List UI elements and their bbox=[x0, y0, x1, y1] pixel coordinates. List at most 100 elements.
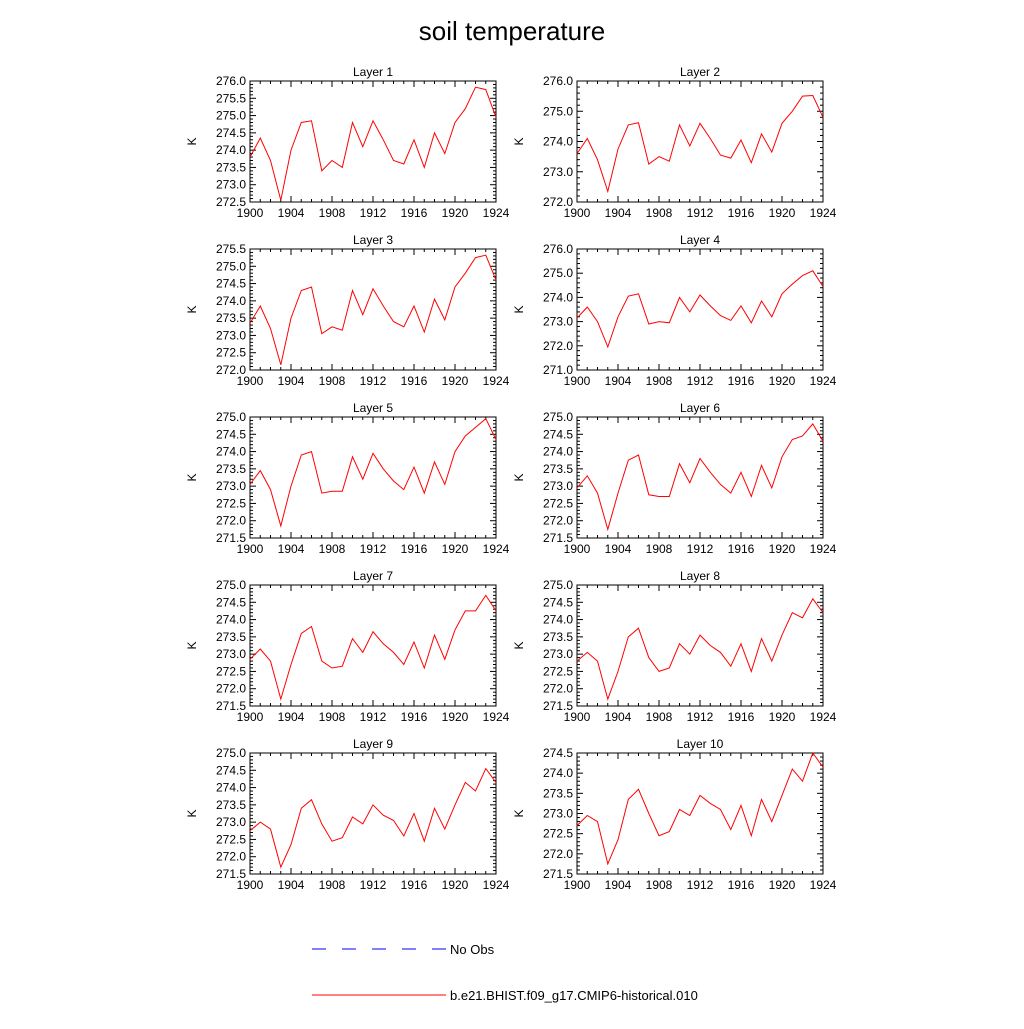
y-tick-label: 272.5 bbox=[543, 664, 573, 678]
y-tick-label: 273.5 bbox=[216, 311, 246, 325]
plot-frame bbox=[249, 584, 497, 707]
x-tick-label: 1904 bbox=[605, 206, 632, 220]
y-tick-label: 272.5 bbox=[216, 496, 246, 510]
y-tick-label: 274.0 bbox=[216, 143, 246, 157]
legend: No Obs b.e21.BHIST.f09_g17.CMIP6-histori… bbox=[312, 942, 698, 1003]
y-tick-label: 275.0 bbox=[216, 259, 246, 273]
y-axis-label: K bbox=[185, 305, 199, 313]
y-tick-label: 274.5 bbox=[543, 746, 573, 760]
plot-frame bbox=[576, 752, 824, 875]
x-tick-label: 1920 bbox=[442, 374, 469, 388]
panel-layer-2: Layer 2 K 1900 1904 1908 1912 1916 1920 1924 272.… bbox=[512, 65, 837, 220]
y-tick-label: 275.0 bbox=[216, 109, 246, 123]
y-tick-label: 273.5 bbox=[216, 798, 246, 812]
x-tick-label: 1920 bbox=[442, 878, 469, 892]
x-tick-label: 1912 bbox=[687, 878, 714, 892]
y-tick-label: 276.0 bbox=[543, 242, 573, 256]
y-tick-label: 271.0 bbox=[543, 363, 573, 377]
series-line bbox=[576, 270, 824, 349]
series-line bbox=[249, 417, 497, 528]
plot-frame bbox=[576, 248, 824, 371]
y-tick-label: 275.0 bbox=[543, 266, 573, 280]
panel-layer-5: Layer 5 K 1900 1904 1908 1912 1916 1920 1924 271.… bbox=[185, 401, 510, 556]
y-tick-label: 274.5 bbox=[216, 277, 246, 291]
x-tick-label: 1908 bbox=[646, 206, 673, 220]
y-axis-label: K bbox=[185, 137, 199, 145]
x-tick-label: 1908 bbox=[646, 878, 673, 892]
x-tick-label: 1900 bbox=[564, 206, 591, 220]
series-line bbox=[576, 751, 824, 866]
x-tick-label: 1920 bbox=[769, 206, 796, 220]
x-tick-label: 1924 bbox=[483, 206, 510, 220]
x-tick-label: 1908 bbox=[319, 374, 346, 388]
x-tick-label: 1900 bbox=[237, 710, 264, 724]
panels: Layer 1 K 1900 1904 1908 1912 1916 1920 1924 272.… bbox=[185, 65, 837, 892]
y-tick-label: 274.5 bbox=[216, 427, 246, 441]
y-tick-label: 275.5 bbox=[216, 91, 246, 105]
x-tick-label: 1920 bbox=[769, 710, 796, 724]
panel-layer-4: Layer 4 K 1900 1904 1908 1912 1916 1920 1924 271.… bbox=[512, 233, 837, 388]
y-tick-label: 272.5 bbox=[543, 496, 573, 510]
y-axis-label: K bbox=[512, 137, 526, 145]
y-tick-label: 273.0 bbox=[543, 165, 573, 179]
x-tick-label: 1920 bbox=[442, 710, 469, 724]
x-tick-label: 1908 bbox=[646, 710, 673, 724]
y-axis-label: K bbox=[185, 809, 199, 817]
y-tick-label: 273.0 bbox=[216, 328, 246, 342]
y-tick-label: 271.5 bbox=[216, 699, 246, 713]
y-axis-label: K bbox=[512, 641, 526, 649]
x-tick-label: 1924 bbox=[483, 542, 510, 556]
y-tick-label: 274.5 bbox=[216, 595, 246, 609]
x-tick-label: 1916 bbox=[728, 542, 755, 556]
x-tick-label: 1904 bbox=[278, 710, 305, 724]
y-tick-label: 273.5 bbox=[543, 630, 573, 644]
x-tick-label: 1916 bbox=[728, 206, 755, 220]
x-tick-label: 1912 bbox=[360, 206, 387, 220]
series-line bbox=[576, 423, 824, 532]
y-tick-label: 273.0 bbox=[216, 178, 246, 192]
y-tick-label: 272.0 bbox=[216, 363, 246, 377]
y-tick-label: 273.0 bbox=[543, 479, 573, 493]
y-tick-label: 273.0 bbox=[543, 807, 573, 821]
y-tick-label: 272.5 bbox=[216, 195, 246, 209]
y-tick-label: 273.5 bbox=[543, 786, 573, 800]
series-line bbox=[249, 594, 497, 701]
y-axis-label: K bbox=[185, 641, 199, 649]
y-tick-label: 271.5 bbox=[216, 867, 246, 881]
y-axis-label: K bbox=[512, 473, 526, 481]
x-tick-label: 1908 bbox=[319, 710, 346, 724]
x-tick-label: 1900 bbox=[237, 542, 264, 556]
y-tick-label: 275.0 bbox=[216, 746, 246, 760]
panel-layer-3: Layer 3 K 1900 1904 1908 1912 1916 1920 1924 272.… bbox=[185, 233, 510, 388]
y-axis-label: K bbox=[512, 305, 526, 313]
x-tick-label: 1924 bbox=[810, 542, 837, 556]
plot-frame bbox=[249, 416, 497, 539]
y-tick-label: 272.0 bbox=[216, 850, 246, 864]
x-tick-label: 1924 bbox=[810, 710, 837, 724]
y-tick-label: 274.0 bbox=[216, 613, 246, 627]
x-tick-label: 1904 bbox=[605, 710, 632, 724]
panel-title: Layer 8 bbox=[680, 569, 720, 583]
panel-title: Layer 9 bbox=[353, 737, 393, 751]
x-tick-label: 1900 bbox=[237, 878, 264, 892]
x-tick-label: 1908 bbox=[646, 542, 673, 556]
x-tick-label: 1912 bbox=[687, 374, 714, 388]
legend-label-model: b.e21.BHIST.f09_g17.CMIP6-historical.010 bbox=[450, 988, 698, 1003]
x-tick-label: 1900 bbox=[564, 542, 591, 556]
y-tick-label: 275.5 bbox=[216, 242, 246, 256]
x-tick-label: 1912 bbox=[687, 206, 714, 220]
y-tick-label: 274.0 bbox=[543, 445, 573, 459]
series-line bbox=[249, 254, 497, 365]
panel-layer-8: Layer 8 K 1900 1904 1908 1912 1916 1920 1924 271.… bbox=[512, 569, 837, 724]
series-line bbox=[576, 94, 824, 194]
x-tick-label: 1912 bbox=[360, 374, 387, 388]
y-tick-label: 275.0 bbox=[543, 410, 573, 424]
x-tick-label: 1916 bbox=[728, 710, 755, 724]
y-tick-label: 272.0 bbox=[543, 847, 573, 861]
y-tick-label: 276.0 bbox=[543, 74, 573, 88]
x-tick-label: 1908 bbox=[319, 878, 346, 892]
x-tick-label: 1904 bbox=[605, 374, 632, 388]
panel-title: Layer 10 bbox=[677, 737, 724, 751]
x-tick-label: 1900 bbox=[237, 374, 264, 388]
